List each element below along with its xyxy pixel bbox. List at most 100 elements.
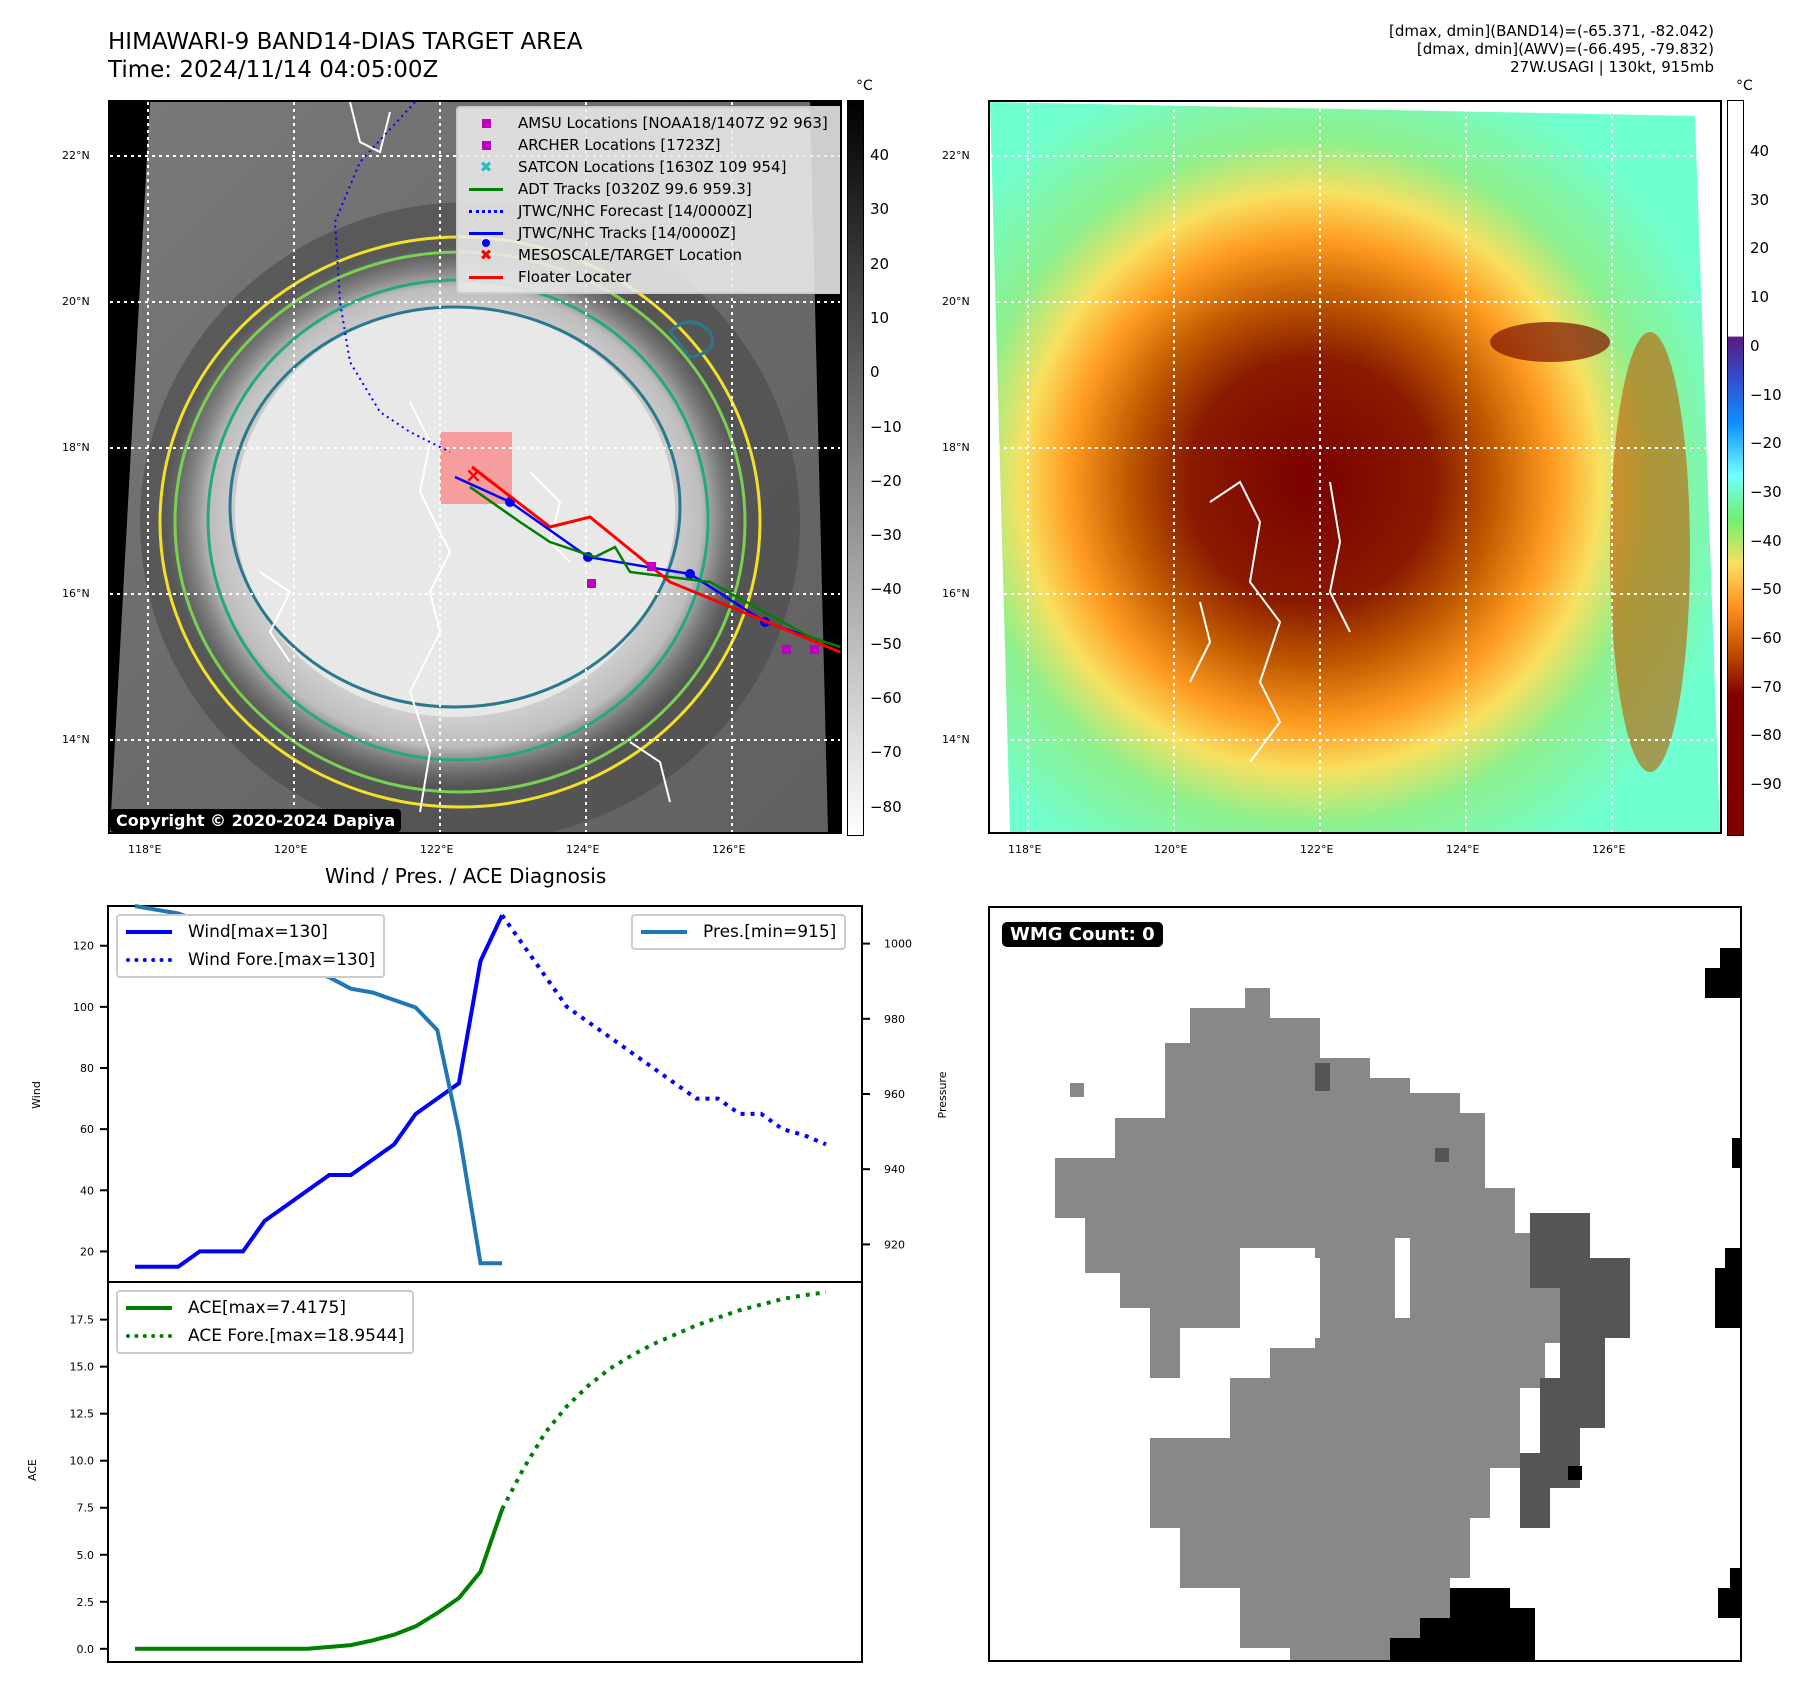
colorbar-tick-label: −90 bbox=[1750, 775, 1782, 794]
wind-legend: Wind[max=130] Wind Fore.[max=130] bbox=[116, 914, 386, 978]
ace-axis-label: ACE bbox=[26, 1459, 39, 1481]
lon-tick: 118°E bbox=[128, 843, 162, 856]
legend-item: JTWC/NHC Forecast [14/0000Z] bbox=[466, 200, 836, 222]
lat-tick: 20°N bbox=[942, 295, 970, 308]
lat-tick: 16°N bbox=[62, 587, 90, 600]
colorbar-tick-label: −70 bbox=[870, 743, 902, 762]
ace-ytick-label: 12.5 bbox=[70, 1408, 95, 1421]
figure-title: HIMAWARI-9 BAND14-DIAS TARGET AREA Time:… bbox=[108, 28, 582, 84]
solid-line-icon bbox=[126, 930, 172, 934]
wmg-panel: WMG Count: 0 bbox=[988, 906, 1742, 1662]
wind-ytick-label: 60 bbox=[80, 1123, 94, 1136]
legend-item: Floater Locater bbox=[466, 266, 836, 288]
wmg-region-black bbox=[1390, 1588, 1535, 1660]
adt-track bbox=[469, 485, 840, 649]
wmg-image bbox=[1055, 948, 1740, 1660]
x-marker-icon: ✖ bbox=[479, 158, 493, 176]
colorbar-tick-label: 20 bbox=[1750, 239, 1770, 258]
lat-tick: 22°N bbox=[62, 149, 90, 162]
colorbar-tick-label: −10 bbox=[1750, 385, 1782, 404]
pressure-ytick-label: 960 bbox=[884, 1088, 905, 1101]
lon-tick: 120°E bbox=[1154, 843, 1188, 856]
colorbar-tick-label: −30 bbox=[1750, 482, 1782, 501]
colorbar-tick-label: −20 bbox=[1750, 434, 1782, 453]
colorbar-tick-label: −50 bbox=[870, 634, 902, 653]
coastline bbox=[1189, 480, 1351, 763]
gridlines bbox=[990, 102, 1720, 832]
lat-tick: 14°N bbox=[62, 733, 90, 746]
ir-map-panel: × AMSU Locations [NOAA18/1407Z 92 963] A… bbox=[108, 100, 842, 834]
diagnosis-title: Wind / Pres. / ACE Diagnosis bbox=[325, 864, 607, 888]
wind-forecast-line bbox=[500, 914, 827, 1147]
colorbar-unit: °C bbox=[856, 78, 873, 94]
wmg-gap bbox=[1395, 1238, 1410, 1318]
wind-line bbox=[135, 914, 504, 1269]
awv-field bbox=[990, 102, 1720, 832]
storm-info: [dmax, dmin](BAND14)=(-65.371, -82.042) … bbox=[1389, 22, 1714, 76]
wmg-cell-dark bbox=[1435, 1148, 1449, 1162]
colorbar-tick-label: −70 bbox=[1750, 677, 1782, 696]
legend-item: Wind Fore.[max=130] bbox=[126, 946, 375, 974]
legend-item: JTWC/NHC Tracks [14/0000Z] bbox=[466, 222, 836, 247]
ace-forecast-line bbox=[500, 1290, 827, 1511]
ace-ytick-label: 15.0 bbox=[70, 1361, 95, 1374]
ace-ytick-label: 2.5 bbox=[77, 1596, 95, 1609]
colorbar-tick-label: 10 bbox=[870, 308, 890, 327]
lon-tick: 124°E bbox=[566, 843, 600, 856]
solid-line-icon bbox=[126, 1306, 172, 1310]
wmg-cell-black bbox=[1568, 1466, 1582, 1480]
wind-ytick-label: 100 bbox=[73, 1001, 94, 1014]
colorbar-tick-label: −40 bbox=[870, 580, 902, 599]
legend-item: Pres.[min=915] bbox=[641, 918, 836, 946]
lon-tick: 122°E bbox=[1300, 843, 1334, 856]
legend-item: ADT Tracks [0320Z 99.6 959.3] bbox=[466, 178, 836, 200]
copyright-label: Copyright © 2020-2024 Dapiya bbox=[110, 809, 402, 832]
wmg-count-badge: WMG Count: 0 bbox=[1002, 922, 1163, 947]
legend-item: Wind[max=130] bbox=[126, 918, 375, 946]
ace-ytick-label: 7.5 bbox=[77, 1502, 95, 1515]
wmg-gap bbox=[1240, 1248, 1315, 1348]
lat-tick: 18°N bbox=[62, 441, 90, 454]
colorbar-tick-label: 30 bbox=[1750, 190, 1770, 209]
wmg-region-black bbox=[1718, 1568, 1740, 1618]
title-time: Time: 2024/11/14 04:05:00Z bbox=[108, 57, 439, 83]
lon-tick: 124°E bbox=[1446, 843, 1480, 856]
lat-tick: 14°N bbox=[942, 733, 970, 746]
colorbar-tick-label: 20 bbox=[870, 254, 890, 273]
pressure-legend: Pres.[min=915] bbox=[631, 914, 847, 950]
line-dot-marker-icon bbox=[466, 231, 506, 247]
colorbar-tick-label: 10 bbox=[1750, 288, 1770, 307]
ace-line bbox=[135, 1508, 504, 1651]
pressure-ytick-label: 980 bbox=[884, 1013, 905, 1026]
lat-tick: 20°N bbox=[62, 295, 90, 308]
ace-ytick-label: 5.0 bbox=[77, 1549, 95, 1562]
wind-axis-label: Wind bbox=[30, 1081, 43, 1109]
legend-item: ACE[max=7.4175] bbox=[126, 1294, 404, 1322]
colorbar-tick-label: −50 bbox=[1750, 580, 1782, 599]
wmg-cell-dark bbox=[1315, 1063, 1330, 1091]
square-marker-icon bbox=[466, 140, 506, 150]
wmg-region-black bbox=[1715, 1248, 1740, 1328]
colorbar-unit: °C bbox=[1736, 78, 1753, 94]
awv-colorbar bbox=[1727, 100, 1744, 836]
colorbar-tick-label: 40 bbox=[1750, 142, 1770, 160]
lat-tick: 16°N bbox=[942, 587, 970, 600]
pressure-ytick-label: 920 bbox=[884, 1238, 905, 1251]
dotted-line-icon bbox=[466, 209, 506, 213]
ace-chart-frame bbox=[107, 1281, 863, 1663]
lon-tick: 118°E bbox=[1008, 843, 1042, 856]
colorbar-tick-label: −40 bbox=[1750, 531, 1782, 550]
target-location-marker: × bbox=[465, 463, 482, 487]
colorbar-tick-label: −60 bbox=[1750, 629, 1782, 647]
lon-tick: 126°E bbox=[1592, 843, 1626, 856]
x-marker-icon: ✖ bbox=[479, 246, 493, 264]
wind-ytick-label: 120 bbox=[73, 940, 94, 953]
no-data-edge bbox=[110, 102, 150, 832]
coastline bbox=[259, 102, 671, 813]
title-product: HIMAWARI-9 BAND14-DIAS TARGET AREA bbox=[108, 29, 583, 55]
ace-ytick-label: 10.0 bbox=[70, 1455, 95, 1468]
awv-map-panel bbox=[988, 100, 1722, 834]
colorbar-tick-label: 0 bbox=[1750, 336, 1760, 355]
lat-tick: 18°N bbox=[942, 441, 970, 454]
pressure-ytick-label: 1000 bbox=[884, 938, 912, 951]
